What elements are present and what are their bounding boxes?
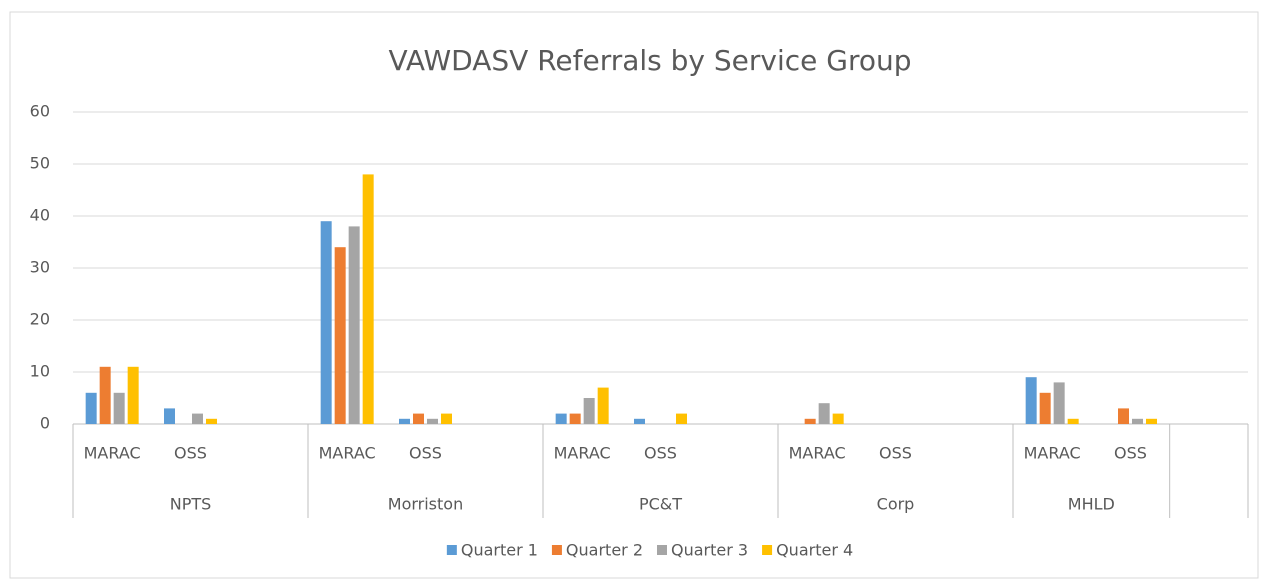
legend-swatch: [657, 545, 667, 555]
x-tick-label: MARAC: [554, 444, 611, 463]
bar: [1039, 392, 1051, 424]
bar: [676, 413, 687, 424]
bar: [634, 418, 645, 424]
bar: [1067, 418, 1079, 424]
bar: [399, 418, 410, 424]
x-tick-label: OSS: [644, 444, 677, 463]
legend-label: Quarter 4: [776, 541, 853, 560]
bar: [99, 366, 111, 424]
x-tick-label: OSS: [1114, 444, 1147, 463]
legend-swatch: [551, 545, 562, 555]
y-tick-label: 20: [30, 310, 50, 329]
y-tick-label: 0: [40, 414, 50, 433]
bar: [1118, 408, 1129, 424]
group-label: NPTS: [170, 495, 212, 514]
bar: [1132, 418, 1143, 424]
y-tick-label: 10: [30, 362, 50, 381]
x-tick-label: OSS: [409, 444, 442, 463]
bar: [555, 413, 567, 424]
bar: [818, 403, 830, 424]
bar: [1053, 382, 1065, 424]
bar: [441, 413, 452, 424]
bar: [1146, 418, 1157, 424]
bar: [164, 408, 175, 424]
bar: [320, 221, 332, 424]
group-label: PC&T: [639, 495, 682, 514]
chart-frame: [9, 11, 1259, 579]
x-tick-label: OSS: [174, 444, 207, 463]
y-tick-label: 60: [30, 102, 50, 121]
x-tick-label: MARAC: [84, 444, 141, 463]
bar: [85, 392, 97, 424]
y-tick-label: 50: [30, 154, 50, 173]
bar: [832, 413, 844, 424]
chart-title: VAWDASV Referrals by Service Group: [388, 44, 911, 77]
bar: [569, 413, 581, 424]
bar: [113, 392, 125, 424]
bar: [597, 387, 609, 424]
bar: [804, 418, 816, 424]
x-tick-label: MARAC: [319, 444, 376, 463]
group-label: Morriston: [388, 495, 463, 514]
bar: [192, 413, 203, 424]
legend-label: Quarter 2: [566, 541, 643, 560]
bar: [583, 398, 595, 424]
legend-swatch: [762, 545, 773, 555]
group-label: Corp: [877, 495, 915, 514]
bar: [413, 413, 424, 424]
legend-label: Quarter 1: [461, 541, 538, 560]
bar: [206, 418, 217, 424]
legend-label: Quarter 3: [671, 541, 748, 560]
x-tick-label: OSS: [879, 444, 912, 463]
bar: [334, 247, 346, 424]
y-tick-label: 40: [30, 206, 50, 225]
bar: [348, 226, 360, 424]
x-tick-label: MARAC: [789, 444, 846, 463]
bar: [362, 174, 374, 424]
legend-swatch: [446, 545, 457, 555]
bar: [127, 366, 139, 424]
x-tick-label: MARAC: [1024, 444, 1081, 463]
group-label: MHLD: [1068, 495, 1115, 514]
y-tick-label: 30: [30, 258, 50, 277]
bar: [427, 418, 438, 424]
bar: [1025, 377, 1037, 424]
